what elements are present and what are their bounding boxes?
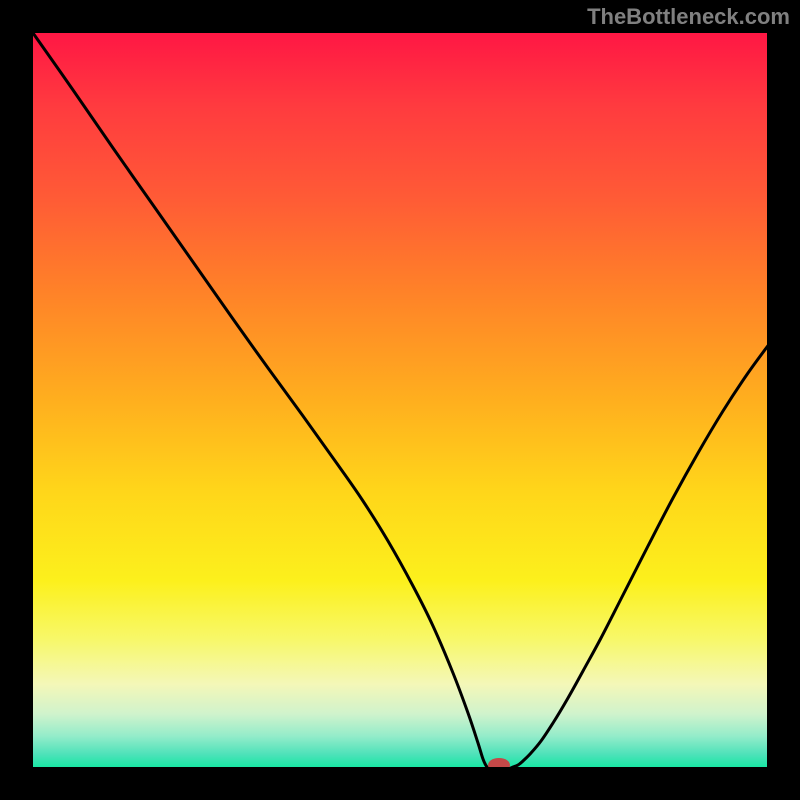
watermark-label: TheBottleneck.com [587, 4, 790, 30]
chart-container: TheBottleneck.com [0, 0, 800, 800]
gradient-background [33, 33, 770, 770]
plot-area [30, 30, 770, 770]
gradient-chart [33, 33, 770, 770]
